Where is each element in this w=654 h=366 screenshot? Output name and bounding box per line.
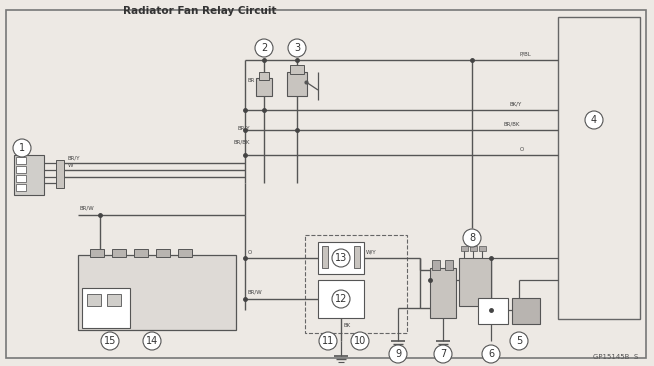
Text: BR/W: BR/W [248, 290, 263, 295]
Bar [156, 249, 170, 257]
Bar [432, 260, 440, 270]
Bar [178, 249, 192, 257]
Circle shape [510, 332, 528, 350]
Bar [287, 72, 307, 96]
Text: 11: 11 [322, 336, 334, 346]
Circle shape [434, 345, 452, 363]
Bar [14, 155, 44, 195]
Bar [461, 246, 468, 251]
Text: 9: 9 [395, 349, 401, 359]
Bar [470, 246, 477, 251]
Text: BR/BK: BR/BK [504, 122, 521, 127]
Text: BR/Y: BR/Y [237, 126, 250, 131]
Bar [87, 294, 101, 306]
Circle shape [585, 111, 603, 129]
Bar [445, 260, 453, 270]
Bar [479, 246, 486, 251]
Text: BR/BK: BR/BK [233, 139, 250, 144]
Text: 10: 10 [354, 336, 366, 346]
Bar [56, 160, 64, 188]
Text: 6: 6 [488, 349, 494, 359]
Bar [107, 294, 121, 306]
Circle shape [351, 332, 369, 350]
Text: 15: 15 [104, 336, 116, 346]
Text: 4: 4 [591, 115, 597, 125]
Text: 1: 1 [19, 143, 25, 153]
Bar [16, 175, 26, 182]
Text: Radiator Fan Relay Circuit: Radiator Fan Relay Circuit [123, 6, 277, 16]
Bar [305, 235, 407, 333]
Text: 14: 14 [146, 336, 158, 346]
Text: BR/Y: BR/Y [68, 156, 80, 161]
Text: 13: 13 [335, 253, 347, 263]
Bar [90, 249, 104, 257]
Bar [512, 298, 540, 324]
Circle shape [13, 139, 31, 157]
Bar [318, 242, 364, 274]
Circle shape [482, 345, 500, 363]
Text: 12: 12 [335, 294, 347, 304]
Bar [459, 258, 491, 306]
Circle shape [143, 332, 161, 350]
Circle shape [101, 332, 119, 350]
Bar [259, 72, 269, 80]
Circle shape [319, 332, 337, 350]
Text: O: O [520, 147, 525, 152]
Text: BK: BK [343, 323, 350, 328]
Bar [112, 249, 126, 257]
Text: W: W [68, 163, 73, 168]
Bar [322, 246, 328, 268]
Circle shape [332, 290, 350, 308]
Bar [558, 17, 640, 319]
Text: 2: 2 [261, 43, 267, 53]
Bar [16, 157, 26, 164]
Text: 5: 5 [516, 336, 522, 346]
Bar [318, 280, 364, 318]
Text: 8: 8 [469, 233, 475, 243]
Bar [78, 255, 236, 330]
Bar [290, 65, 304, 74]
Text: GP15145B  S: GP15145B S [593, 354, 638, 360]
Bar [430, 268, 456, 318]
Circle shape [332, 249, 350, 267]
Bar [16, 166, 26, 173]
Text: BR: BR [248, 78, 255, 83]
Circle shape [389, 345, 407, 363]
Bar [82, 288, 130, 328]
Bar [478, 298, 508, 324]
Bar [256, 78, 272, 96]
Circle shape [255, 39, 273, 57]
Text: BK/Y: BK/Y [510, 102, 523, 107]
Text: O: O [248, 250, 252, 255]
Bar [354, 246, 360, 268]
Text: P/BL: P/BL [520, 52, 532, 57]
Text: 3: 3 [294, 43, 300, 53]
Text: 7: 7 [440, 349, 446, 359]
Text: BR/W: BR/W [80, 205, 95, 210]
Bar [134, 249, 148, 257]
Text: W/Y: W/Y [366, 250, 377, 255]
Bar [16, 184, 26, 191]
Circle shape [463, 229, 481, 247]
Circle shape [288, 39, 306, 57]
